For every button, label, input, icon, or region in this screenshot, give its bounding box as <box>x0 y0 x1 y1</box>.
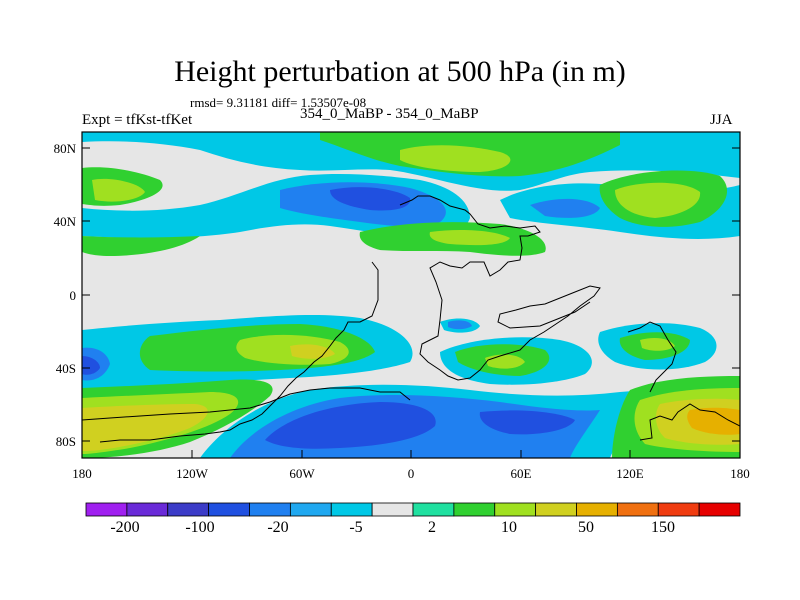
colorbar-swatch <box>535 502 577 517</box>
contour-sh-east-yellow <box>640 338 675 351</box>
lon-tick-label: 180 <box>72 466 92 481</box>
lat-tick-label: 80N <box>54 141 77 156</box>
contour-nh-east-yellow <box>615 182 701 218</box>
stats-text: rmsd= 9.31181 diff= 1.53507e-08 <box>190 95 367 110</box>
colorbar-swatch <box>167 502 210 517</box>
contour-sh-mid-ochre <box>290 344 335 359</box>
contour-nh-sub-yellow <box>429 230 510 246</box>
colorbar-swatch <box>453 502 496 517</box>
lat-axis: 80N 40N 0 40S 80S <box>54 141 740 449</box>
contour-sh-west-darkblue <box>82 356 100 375</box>
lat-tick-label: 40N <box>54 214 77 229</box>
lon-tick-label: 60E <box>511 466 532 481</box>
contour-sh-high-darkblue <box>265 402 436 449</box>
contour-field <box>82 132 740 458</box>
colorbar-label: 10 <box>501 519 517 536</box>
coastline-africa-europe <box>399 195 601 381</box>
colorbar-swatch <box>289 502 332 517</box>
lon-tick-label: 120E <box>616 466 644 481</box>
colorbar-swatch <box>412 502 455 517</box>
colorbar-labels: -200 -100 -20 -5 2 10 50 150 <box>110 519 675 536</box>
colorbar <box>85 502 741 517</box>
lon-axis: 180 120W 60W 0 60E 120E 180 <box>72 450 750 481</box>
colorbar-label: 50 <box>578 519 594 536</box>
lat-tick-label: 40S <box>56 361 76 376</box>
case-label: 354_0_MaBP - 354_0_MaBP <box>300 106 479 122</box>
lon-tick-label: 120W <box>176 466 209 481</box>
lon-tick-label: 60W <box>289 466 315 481</box>
contour-nh-east-blue <box>530 198 600 218</box>
colorbar-swatch <box>249 502 291 517</box>
coastline-australia <box>627 321 677 393</box>
colorbar-swatch <box>208 502 250 517</box>
colorbar-swatch <box>85 502 128 517</box>
colorbar-label: -100 <box>185 519 214 536</box>
lat-tick-label: 80S <box>56 434 76 449</box>
colorbar-swatch <box>494 502 537 517</box>
coastline-antarctic-west <box>82 387 411 421</box>
colorbar-swatch <box>698 502 741 517</box>
lon-tick-label: 0 <box>408 466 415 481</box>
contour-north-yellow-2 <box>92 178 145 202</box>
contour-north-yellow-1 <box>400 145 511 172</box>
lon-tick-label: 180 <box>730 466 750 481</box>
coastline-antarctic-east <box>639 403 740 441</box>
colorbar-label: 150 <box>651 519 675 536</box>
season-label: JJA <box>710 112 733 128</box>
colorbar-swatch <box>126 502 169 517</box>
contour-nh-west-green <box>82 236 200 256</box>
experiment-label: Expt = tfKst-tfKet <box>82 112 193 128</box>
colorbar-label: -20 <box>267 519 288 536</box>
lat-tick-label: 0 <box>70 288 77 303</box>
coastlines <box>82 195 740 443</box>
contour-sh-trop-blue <box>448 320 472 330</box>
colorbar-swatch <box>576 502 618 517</box>
contour-sh-high-darkblue-2 <box>479 410 575 435</box>
colorbar-label: -5 <box>349 519 362 536</box>
colorbar-label: -200 <box>110 519 139 536</box>
page-title: Height perturbation at 500 hPa (in m) <box>174 55 626 88</box>
coastline-americas <box>99 261 379 443</box>
colorbar-label: 2 <box>428 519 436 536</box>
contour-sh-high-ochre-west <box>82 404 208 451</box>
colorbar-swatch <box>371 502 414 517</box>
colorbar-swatch <box>330 502 373 517</box>
contour-nh-mid-darkblue <box>330 187 411 211</box>
contour-sh-east-orange-high <box>687 407 740 435</box>
colorbar-swatch <box>657 502 700 517</box>
colorbar-swatch <box>616 502 659 517</box>
